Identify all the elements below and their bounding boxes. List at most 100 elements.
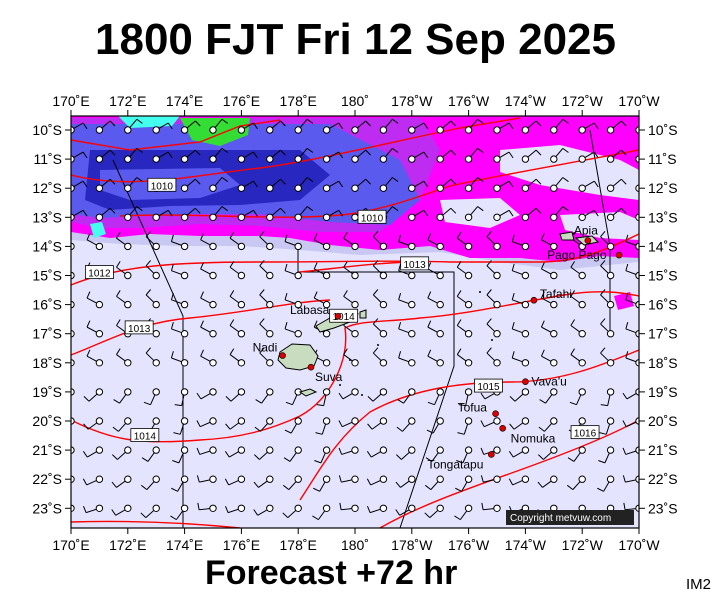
wind-barb-flag (229, 231, 235, 239)
wind-barb-flag (567, 457, 575, 462)
wind-barb-station (578, 126, 586, 134)
wind-barb-flag (82, 122, 88, 130)
wind-barb-flag (136, 118, 143, 124)
wind-barb-flag (224, 505, 229, 513)
wind-barb-flag (315, 432, 323, 435)
wind-barb-flag (145, 289, 152, 296)
wind-barb-station (180, 446, 189, 454)
wind-barb-flag (145, 230, 152, 237)
wind-barb-station (266, 359, 274, 367)
wind-barb-flag (314, 460, 322, 464)
wind-barb-flag (259, 289, 265, 296)
wind-barb-station (237, 242, 246, 251)
wind-barb-station (237, 475, 246, 483)
wind-barb-flag (316, 404, 324, 407)
wind-barb-station (237, 359, 246, 367)
lat-label-left: 12˚S (32, 180, 62, 196)
wind-barb-station (408, 330, 416, 338)
wind-barb-flag (306, 147, 314, 153)
wind-barb-station (521, 417, 530, 425)
wind-barb-flag (229, 348, 235, 355)
wind-barb-flag (285, 401, 293, 406)
wind-barb-flag (477, 206, 484, 212)
wind-barb-station (209, 155, 217, 163)
islet (491, 339, 493, 341)
wind-barb-flag (86, 349, 91, 357)
wind-barb-station (152, 126, 160, 134)
wind-barb-station (493, 359, 501, 367)
wind-barb-station (351, 126, 359, 134)
wind-barb-station (436, 388, 444, 396)
wind-barb-flag (280, 149, 286, 156)
wind-barb-flag (620, 178, 627, 185)
wind-barb-flag (622, 392, 628, 400)
wind-barb-flag (598, 460, 606, 464)
wind-barb-station (351, 242, 359, 251)
wind-barb-flag (136, 147, 143, 153)
wind-barb-station (521, 300, 530, 309)
wind-barb-flag (284, 429, 292, 434)
wind-barb-station (408, 446, 416, 454)
wind-barb-station (237, 213, 246, 222)
wind-barb-station (521, 242, 530, 251)
wind-barb-flag (480, 420, 485, 427)
wind-barb-station (436, 242, 444, 251)
wind-barb-flag (365, 149, 371, 156)
wind-barb-flag (426, 429, 434, 434)
wind-barb-flag (338, 151, 344, 159)
wind-barb-station (379, 388, 388, 396)
wind-barb-station (124, 388, 132, 396)
wind-barb-station (521, 126, 530, 134)
lon-label-top: 172˚E (109, 93, 146, 109)
wind-barb-station (379, 271, 388, 280)
wind-barb-station (436, 446, 444, 454)
wind-barb-station (294, 155, 302, 163)
lon-label-top: 176˚W (448, 93, 490, 109)
lon-label-top: 172˚W (562, 93, 604, 109)
wind-barb-flag (456, 261, 462, 268)
wind-barb-flag (259, 260, 265, 267)
lat-label-right: 23˚S (648, 500, 678, 516)
wind-barb-station (124, 359, 132, 367)
isobar-label: 1013 (404, 260, 427, 271)
wind-barb-flag (538, 454, 544, 460)
wind-barb-flag (145, 347, 152, 354)
wind-barb-staff (638, 129, 639, 130)
wind-barb-station (322, 213, 331, 222)
wind-barb-flag (366, 505, 371, 513)
wind-barb-station (237, 184, 246, 192)
wind-barb-flag (194, 207, 201, 214)
wind-barb-flag (392, 118, 399, 124)
wind-barb-flag (313, 291, 318, 299)
wind-barb-flag (282, 512, 289, 519)
wind-barb-station (322, 388, 331, 396)
wind-barb-flag (477, 147, 484, 153)
wind-barb-flag (622, 447, 627, 455)
wind-barb-station (606, 330, 615, 338)
wind-barb-flag (174, 404, 182, 407)
wind-barb-flag (173, 432, 181, 435)
city-label: Labasa (290, 303, 330, 317)
wind-barb-station (464, 504, 473, 512)
isobar-label: 1010 (151, 181, 174, 192)
wind-barb-flag (200, 320, 204, 328)
wind-barb-flag (221, 206, 228, 212)
wind-barb-flag (486, 230, 492, 237)
wind-barb-flag (398, 351, 402, 359)
wind-barb-flag (593, 122, 599, 130)
city-label: Tongatapu (427, 457, 483, 471)
wind-barb-station (408, 242, 416, 251)
wind-barb-flag (569, 401, 577, 406)
wind-barb-flag (196, 475, 200, 483)
wind-barb-flag (540, 320, 545, 328)
wind-barb-flag (170, 292, 174, 300)
rain-patch-east (614, 292, 634, 310)
wind-barb-flag (372, 347, 379, 354)
isobar-1010-a (71, 119, 281, 151)
lat-label-right: 12˚S (648, 180, 678, 196)
isobar-label: 1014 (333, 312, 356, 323)
wind-barb-flag (508, 210, 514, 217)
islet (349, 359, 351, 361)
wind-barb-station (180, 271, 189, 280)
wind-barb-flag (562, 147, 569, 153)
